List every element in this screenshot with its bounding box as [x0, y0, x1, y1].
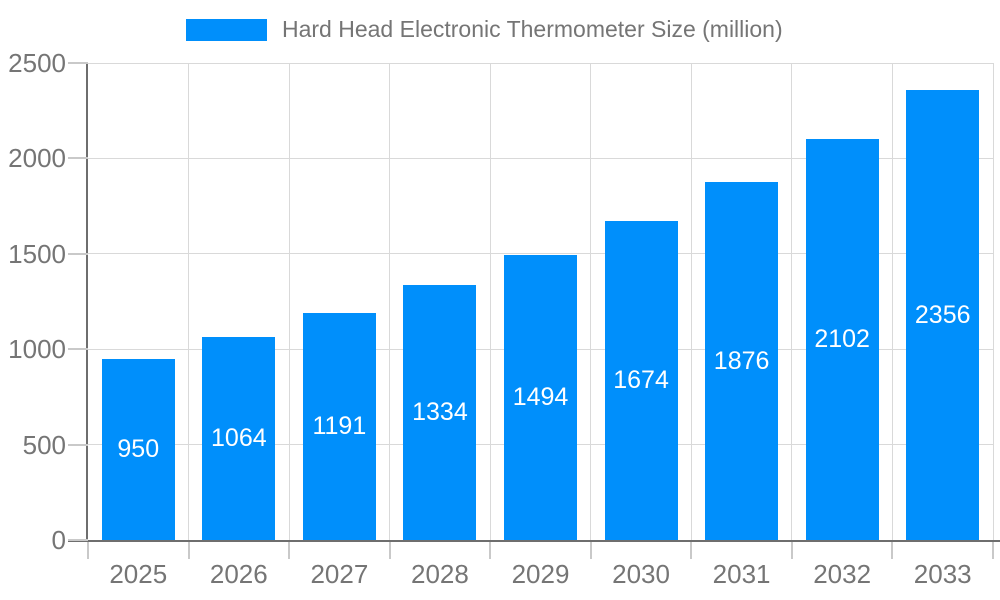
x-axis-label: 2027 — [310, 559, 369, 589]
x-axis-label: 2029 — [511, 559, 570, 589]
bar[interactable]: 1191 — [302, 312, 376, 540]
x-axis-tick — [690, 542, 693, 559]
x-axis-tick — [489, 542, 492, 559]
bar-value-label: 1494 — [512, 382, 569, 411]
x-axis-tick — [288, 542, 291, 559]
x-axis-tick — [992, 542, 994, 559]
bar-value-label: 2356 — [914, 300, 971, 329]
x-axis-label: 2025 — [109, 559, 168, 589]
bar-value-label: 950 — [117, 434, 160, 463]
y-axis-label: 0 — [51, 525, 66, 555]
bar-value-label: 2102 — [814, 324, 870, 353]
bar-value-label: 1876 — [713, 346, 770, 375]
gridline-vertical — [690, 63, 692, 540]
x-axis-tick — [87, 542, 89, 559]
bar[interactable]: 1494 — [504, 254, 577, 540]
y-axis-label: 500 — [22, 429, 66, 460]
y-axis-tick — [68, 62, 88, 64]
gridline-vertical — [489, 63, 491, 540]
y-axis-label: 2500 — [8, 48, 66, 78]
x-axis-tick — [891, 542, 894, 559]
legend-item[interactable]: Hard Head Electronic Thermometer Size (m… — [186, 16, 783, 43]
y-axis-line — [86, 63, 88, 542]
y-axis-label: 1000 — [8, 334, 66, 365]
bar[interactable]: 1064 — [202, 336, 276, 540]
gridline-vertical — [992, 63, 994, 540]
y-axis-tick — [68, 539, 88, 541]
gridline-horizontal — [88, 157, 993, 159]
y-axis-tick — [68, 443, 88, 446]
gridline-horizontal — [88, 253, 993, 255]
gridline-vertical — [590, 63, 592, 540]
gridline-vertical — [389, 63, 391, 540]
bar[interactable]: 1876 — [705, 182, 779, 540]
x-axis-label: 2032 — [813, 559, 872, 589]
x-axis-tick — [589, 542, 592, 559]
x-axis-label: 2030 — [612, 559, 670, 589]
gridline-vertical — [288, 63, 290, 540]
y-axis-tick — [68, 252, 88, 255]
gridline-vertical — [188, 63, 190, 540]
bar-value-label: 1674 — [613, 365, 669, 394]
legend-label: Hard Head Electronic Thermometer Size (m… — [282, 16, 783, 42]
x-axis-line — [68, 540, 1000, 542]
bar[interactable]: 1334 — [403, 285, 477, 540]
x-axis-label: 2026 — [209, 559, 268, 589]
bar-value-label: 1334 — [412, 398, 468, 427]
x-axis-tick — [187, 542, 190, 559]
gridline-vertical — [891, 63, 893, 540]
bar[interactable]: 950 — [101, 358, 175, 540]
gridline-vertical — [791, 63, 793, 540]
x-axis-label: 2028 — [411, 559, 469, 589]
y-axis-label: 2000 — [8, 143, 66, 174]
y-axis-tick — [68, 348, 88, 351]
x-axis-label: 2033 — [913, 559, 972, 589]
y-axis-tick — [68, 157, 88, 160]
legend-swatch — [186, 18, 267, 41]
bar[interactable]: 2356 — [906, 90, 980, 540]
bar[interactable]: 1674 — [604, 220, 678, 540]
bar-value-label: 1064 — [211, 423, 267, 452]
bar[interactable]: 2102 — [805, 138, 879, 540]
x-axis-label: 2031 — [712, 559, 771, 589]
gridline-horizontal — [88, 62, 993, 64]
y-axis-label: 1500 — [8, 238, 66, 269]
bar-value-label: 1191 — [312, 411, 367, 440]
x-axis-tick — [790, 542, 793, 559]
x-axis-tick — [388, 542, 391, 559]
